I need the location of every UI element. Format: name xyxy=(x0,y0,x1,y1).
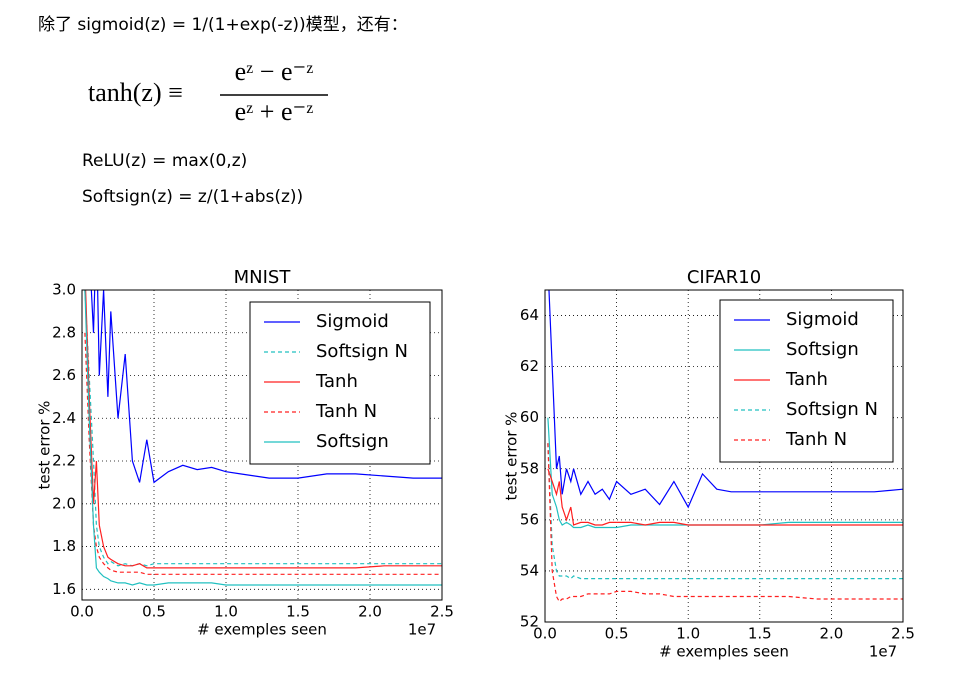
plot-frame xyxy=(544,289,904,623)
y-tick-label: 2.6 xyxy=(52,366,76,384)
formula-numerator: eᶻ − e⁻ᶻ xyxy=(235,57,314,86)
legend-label: Sigmoid xyxy=(786,309,859,330)
series-line xyxy=(547,417,903,529)
x-tick-label: 1.0 xyxy=(676,625,700,643)
formula-denominator: eᶻ + e⁻ᶻ xyxy=(235,97,314,126)
y-tick-label: 2.0 xyxy=(52,494,76,512)
y-tick-label: 52 xyxy=(520,613,539,631)
legend-label: Softsign N xyxy=(786,399,878,420)
legend-label: Softsign xyxy=(316,431,389,452)
series-line xyxy=(85,290,442,569)
x-tick-label: 0.0 xyxy=(533,625,557,643)
y-tick-label: 2.8 xyxy=(52,323,76,341)
x-tick-label: 0.5 xyxy=(605,625,629,643)
legend-label: Tanh xyxy=(315,371,358,392)
y-tick-label: 1.6 xyxy=(52,580,76,598)
y-tick-label: 2.4 xyxy=(52,409,76,427)
y-tick-label: 2.2 xyxy=(52,452,76,470)
series-line xyxy=(547,443,903,603)
x-axis-label: # exemples seen xyxy=(197,621,327,639)
y-axis-label: test error % xyxy=(503,412,521,501)
relu-text: ReLU(z) = max(0,z) xyxy=(82,151,247,171)
series-line xyxy=(84,290,442,586)
x-tick-label: 1.5 xyxy=(748,625,772,643)
series-line xyxy=(84,290,442,567)
legend-label: Tanh xyxy=(785,369,828,390)
x-tick-label: 2.5 xyxy=(891,625,915,643)
x-tick-label: 2.0 xyxy=(819,625,843,643)
y-tick-label: 54 xyxy=(520,561,539,579)
softsign-text: Softsign(z) = z/(1+abs(z)) xyxy=(82,187,303,207)
y-tick-label: 3.0 xyxy=(52,281,76,299)
legend-label: Softsign xyxy=(786,339,859,360)
series-line xyxy=(548,290,903,509)
legend-label: Sigmoid xyxy=(316,311,389,332)
x-axis-label: # exemples seen xyxy=(659,643,789,661)
series-line xyxy=(90,290,442,484)
series-line xyxy=(547,443,903,580)
plot-frame xyxy=(81,289,443,601)
y-tick-label: 64 xyxy=(520,306,539,324)
x-tick-label: 2.5 xyxy=(430,603,454,621)
x-tick-label: 2.0 xyxy=(358,603,382,621)
x-tick-label: 0.5 xyxy=(142,603,166,621)
legend-label: Softsign N xyxy=(316,341,408,362)
y-tick-label: 58 xyxy=(520,459,539,477)
legend-box xyxy=(719,299,894,463)
y-tick-label: 62 xyxy=(520,357,539,375)
y-tick-label: 60 xyxy=(520,408,539,426)
legend-box xyxy=(249,301,431,465)
legend-label: Tanh N xyxy=(315,401,377,422)
x-offset: 1e7 xyxy=(408,621,436,639)
y-tick-label: 56 xyxy=(520,510,539,528)
x-offset: 1e7 xyxy=(869,643,897,661)
series-line xyxy=(547,468,903,526)
formula-lhs: tanh(z) ≡ xyxy=(88,78,183,107)
y-axis-label: test error % xyxy=(36,401,54,490)
y-tick-label: 1.8 xyxy=(52,537,76,555)
x-tick-label: 1.5 xyxy=(286,603,310,621)
chart-title: MNIST xyxy=(234,267,292,288)
x-tick-label: 0.0 xyxy=(70,603,94,621)
x-tick-label: 1.0 xyxy=(214,603,238,621)
chart-title: CIFAR10 xyxy=(687,267,761,288)
intro-text: 除了 sigmoid(z) = 1/(1+exp(-z))模型，还有： xyxy=(38,15,408,35)
legend-label: Tanh N xyxy=(785,429,847,450)
